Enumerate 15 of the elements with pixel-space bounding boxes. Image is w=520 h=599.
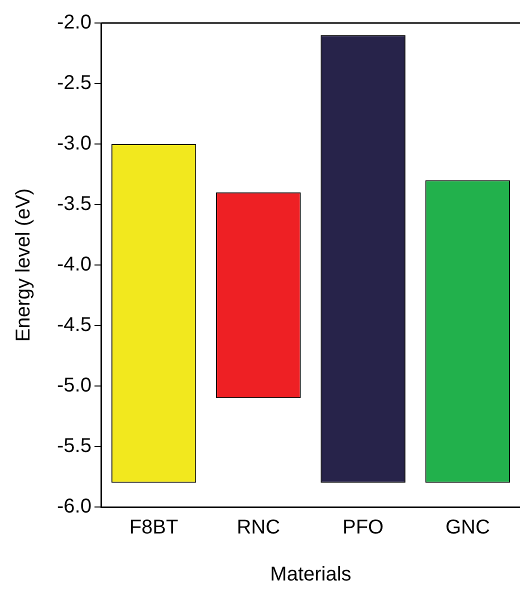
y-tick-label: -4.5: [56, 314, 92, 336]
y-tick-label: -5.0: [56, 374, 92, 397]
y-axis-title: Energy level (eV): [12, 188, 35, 342]
y-tick-label: -4.0: [56, 254, 92, 276]
x-axis-title: Materials: [270, 564, 352, 586]
y-tick-label: -2.0: [56, 12, 92, 34]
x-tick-label: PFO: [342, 516, 384, 539]
y-tick-label: -3.5: [56, 193, 92, 216]
y-tick-label: -6.0: [56, 496, 92, 518]
y-tick-label: -2.5: [56, 72, 92, 94]
x-tick-label: RNC: [236, 516, 280, 539]
x-tick-label: GNC: [445, 516, 490, 539]
y-tick-label: -3.0: [56, 132, 92, 155]
x-tick-label: F8BT: [129, 516, 178, 539]
y-tick-label: -5.5: [56, 435, 92, 458]
